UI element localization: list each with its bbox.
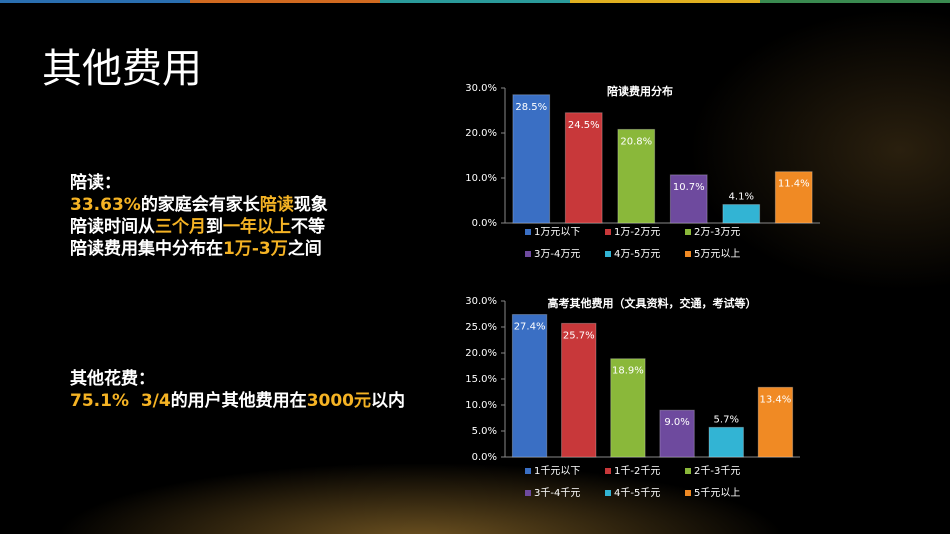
text-segment: 到 xyxy=(206,217,223,237)
accent-strip xyxy=(570,0,760,3)
y-tick-label: 10.0% xyxy=(465,400,497,411)
bar xyxy=(708,426,744,458)
text-segment: 的家庭会有家长 xyxy=(140,195,260,215)
text-segment: 33.63% xyxy=(70,195,141,215)
block-heading: 陪读： xyxy=(70,173,121,193)
text-segment: 之间 xyxy=(287,239,322,259)
legend-swatch xyxy=(525,468,531,474)
legend-swatch xyxy=(525,251,531,257)
legend-swatch xyxy=(685,229,691,235)
legend-label: 1千元以下 xyxy=(534,465,580,477)
bar xyxy=(564,112,603,224)
y-tick-label: 10.0% xyxy=(465,173,497,184)
legend-label: 4千-5千元 xyxy=(614,487,660,499)
bar xyxy=(659,409,695,458)
block-heading: 其他花费： xyxy=(70,369,155,389)
text-segment: 1万-3万 xyxy=(223,239,288,259)
bar xyxy=(669,174,708,224)
chart-title: 陪读费用分布 xyxy=(607,84,673,98)
accent-strip xyxy=(760,0,950,3)
bar xyxy=(610,358,646,458)
value-label: 18.9% xyxy=(612,366,644,377)
y-tick-label: 30.0% xyxy=(465,296,497,307)
legend-swatch xyxy=(605,490,611,496)
y-tick-label: 20.0% xyxy=(465,128,497,139)
value-label: 13.4% xyxy=(760,394,792,405)
legend-swatch xyxy=(685,490,691,496)
legend-label: 5万元以上 xyxy=(694,248,740,260)
legend-label: 3千-4千元 xyxy=(534,487,580,499)
bar xyxy=(722,204,761,224)
legend-swatch xyxy=(685,251,691,257)
accent-strip xyxy=(0,0,190,3)
legend-label: 3万-4万元 xyxy=(534,249,580,260)
text-segment: 3000元 xyxy=(306,391,372,411)
value-label: 28.5% xyxy=(515,102,547,113)
legend-swatch xyxy=(525,490,531,496)
legend-label: 2万-3万元 xyxy=(694,227,740,238)
chart-title: 高考其他费用（文具资料，交通，考试等） xyxy=(548,296,757,310)
bar xyxy=(561,322,597,458)
accent-strip xyxy=(190,0,380,3)
value-label: 4.1% xyxy=(729,192,754,203)
text-segment: 75.1% 3/4 xyxy=(70,391,171,411)
legend-swatch xyxy=(525,229,531,235)
bar xyxy=(617,128,656,224)
y-tick-label: 0.0% xyxy=(472,452,497,463)
y-tick-label: 30.0% xyxy=(465,83,497,94)
legend-label: 2千-3千元 xyxy=(694,465,740,477)
y-tick-label: 20.0% xyxy=(465,348,497,359)
bar xyxy=(512,94,551,224)
text-segment: 的用户其他费用在 xyxy=(170,391,307,411)
value-label: 10.7% xyxy=(673,182,705,193)
y-tick-label: 15.0% xyxy=(465,374,497,385)
text-segment: 不等 xyxy=(291,217,325,237)
block-line: 75.1% 3/4的用户其他费用在3000元以内 xyxy=(70,390,405,412)
bar xyxy=(757,386,794,458)
legend-label: 4万-5万元 xyxy=(614,249,660,260)
text-segment: 陪读时间从 xyxy=(70,217,155,237)
legend-label: 1千-2千元 xyxy=(614,465,660,477)
value-label: 11.4% xyxy=(778,179,810,190)
text-block: 其他花费： 75.1% 3/4的用户其他费用在3000元以内 xyxy=(70,368,405,412)
value-label: 25.7% xyxy=(563,330,595,341)
legend-label: 5千元以上 xyxy=(694,487,740,499)
text-block: 陪读： 33.63%的家庭会有家长陪读现象 陪读时间从三个月到一年以上不等 陪读费用集… xyxy=(70,172,328,260)
legend-label: 1万-2万元 xyxy=(614,227,660,238)
y-tick-label: 25.0% xyxy=(465,322,497,333)
legend-label: 1万元以下 xyxy=(534,227,580,238)
text-segment: 现象 xyxy=(293,195,328,215)
text-segment: 陪读费用集中分布在 xyxy=(70,239,223,259)
y-tick-label: 0.0% xyxy=(472,218,497,229)
value-label: 27.4% xyxy=(514,322,546,333)
value-label: 5.7% xyxy=(714,414,739,425)
value-label: 9.0% xyxy=(664,417,689,428)
block-line: 陪读费用集中分布在1万-3万之间 xyxy=(70,238,328,260)
legend-swatch xyxy=(685,468,691,474)
bar xyxy=(511,314,548,458)
y-tick-label: 5.0% xyxy=(472,426,497,437)
text-segment: 一年以上 xyxy=(223,217,291,237)
accent-strip xyxy=(380,0,570,3)
legend-swatch xyxy=(605,251,611,257)
slide-title: 其他费用 xyxy=(42,46,202,92)
text-segment: 三个月 xyxy=(155,217,206,237)
value-label: 20.8% xyxy=(620,136,652,147)
text-segment: 陪读 xyxy=(259,195,294,215)
text-segment: 以内 xyxy=(371,391,406,411)
legend-swatch xyxy=(605,229,611,235)
block-line: 33.63%的家庭会有家长陪读现象 xyxy=(70,194,328,216)
value-label: 24.5% xyxy=(568,120,600,131)
block-line: 陪读时间从三个月到一年以上不等 xyxy=(70,216,328,238)
bar xyxy=(774,171,813,224)
legend-swatch xyxy=(605,468,611,474)
